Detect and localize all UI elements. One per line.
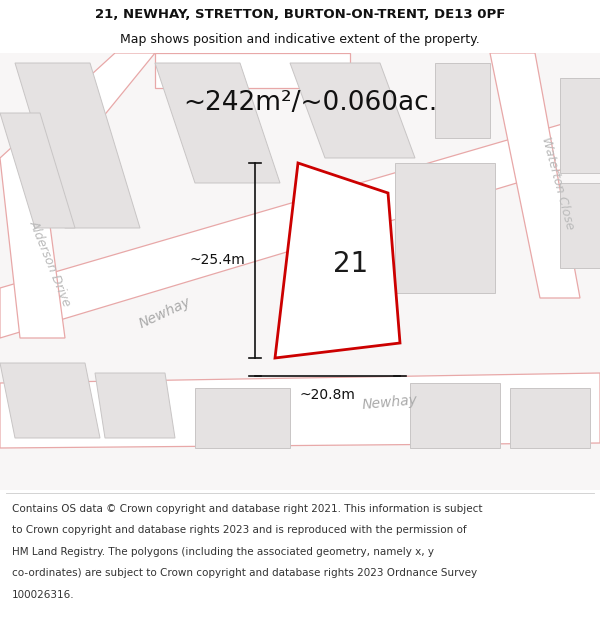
Text: HM Land Registry. The polygons (including the associated geometry, namely x, y: HM Land Registry. The polygons (includin… [12, 547, 434, 557]
Text: 21, NEWHAY, STRETTON, BURTON-ON-TRENT, DE13 0PF: 21, NEWHAY, STRETTON, BURTON-ON-TRENT, D… [95, 8, 505, 21]
Text: Waterton Close: Waterton Close [539, 135, 577, 231]
Polygon shape [95, 373, 175, 438]
Polygon shape [560, 78, 600, 173]
Text: Newhay: Newhay [362, 394, 418, 412]
Polygon shape [0, 113, 75, 228]
Polygon shape [275, 163, 400, 358]
Polygon shape [395, 163, 495, 293]
Polygon shape [290, 63, 415, 158]
Text: Newhay: Newhay [137, 295, 193, 331]
Text: 21: 21 [332, 250, 368, 278]
Polygon shape [0, 363, 100, 438]
Text: Alderson Drive: Alderson Drive [27, 218, 73, 308]
Polygon shape [510, 388, 590, 448]
Polygon shape [195, 388, 290, 448]
Polygon shape [435, 63, 490, 138]
Text: ~25.4m: ~25.4m [189, 254, 245, 268]
Polygon shape [0, 113, 600, 338]
Polygon shape [15, 63, 140, 228]
Polygon shape [410, 383, 500, 448]
Text: 100026316.: 100026316. [12, 590, 74, 600]
Polygon shape [560, 183, 600, 268]
Polygon shape [155, 63, 280, 183]
Text: Contains OS data © Crown copyright and database right 2021. This information is : Contains OS data © Crown copyright and d… [12, 504, 482, 514]
Text: to Crown copyright and database rights 2023 and is reproduced with the permissio: to Crown copyright and database rights 2… [12, 525, 467, 535]
Text: ~242m²/~0.060ac.: ~242m²/~0.060ac. [183, 90, 437, 116]
Polygon shape [0, 53, 155, 338]
Text: ~20.8m: ~20.8m [299, 388, 355, 402]
Polygon shape [0, 373, 600, 448]
Polygon shape [490, 53, 580, 298]
Text: co-ordinates) are subject to Crown copyright and database rights 2023 Ordnance S: co-ordinates) are subject to Crown copyr… [12, 568, 477, 578]
Text: Map shows position and indicative extent of the property.: Map shows position and indicative extent… [120, 33, 480, 46]
Polygon shape [155, 53, 350, 88]
